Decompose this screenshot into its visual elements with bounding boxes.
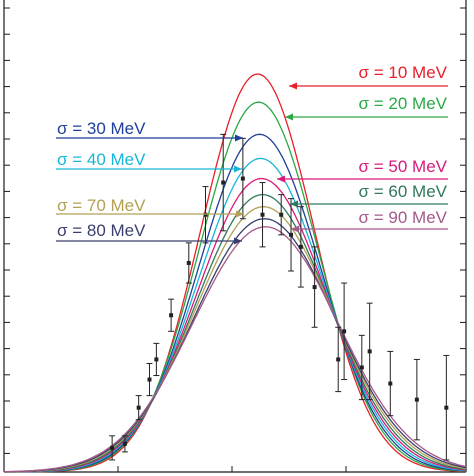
- series-line-8: [4, 218, 467, 473]
- series-label-2: σ = 20 MeV: [359, 94, 448, 113]
- series-label-3: σ = 30 MeV: [57, 119, 146, 138]
- data-point: [414, 397, 419, 402]
- data-point: [260, 212, 265, 217]
- data-point: [336, 357, 341, 362]
- series-line-6: [4, 193, 467, 473]
- annotation-arrow-head: [291, 225, 299, 233]
- data-point: [169, 313, 174, 318]
- data-point: [240, 176, 245, 181]
- data-point: [154, 357, 159, 362]
- series-line-3: [4, 133, 467, 473]
- series-label-7: σ = 70 MeV: [57, 196, 146, 215]
- series-label-5: σ = 50 MeV: [359, 157, 448, 176]
- series-line-7: [4, 206, 467, 473]
- data-point: [312, 285, 317, 290]
- data-points: [109, 133, 450, 461]
- annotation-arrow-head: [289, 82, 297, 90]
- data-point: [147, 377, 152, 382]
- annotation-arrow-head: [234, 237, 242, 245]
- series-label-1: σ = 10 MeV: [359, 63, 448, 82]
- data-point: [298, 244, 303, 249]
- series-line-5: [4, 177, 467, 473]
- series-label-4: σ = 40 MeV: [57, 150, 146, 169]
- data-point: [110, 445, 115, 450]
- data-point: [279, 212, 284, 217]
- series-label-8: σ = 80 MeV: [57, 221, 146, 240]
- data-point: [359, 365, 364, 370]
- data-point: [289, 232, 294, 237]
- series-label-9: σ = 90 MeV: [359, 208, 448, 227]
- frame: [3, 0, 467, 473]
- series-line-1: [4, 73, 467, 473]
- data-point: [136, 405, 141, 410]
- data-point: [186, 260, 191, 265]
- data-point: [221, 180, 226, 185]
- data-point: [388, 381, 393, 386]
- data-point: [444, 405, 449, 410]
- data-point: [342, 329, 347, 334]
- series-line-4: [4, 157, 467, 473]
- annotation-arrow-head: [285, 113, 293, 121]
- annotation-arrow-head: [235, 134, 243, 142]
- series-label-6: σ = 60 MeV: [359, 182, 448, 201]
- annotation-arrow-head: [236, 210, 244, 218]
- annotation-arrow-head: [290, 200, 298, 208]
- data-point: [122, 441, 127, 446]
- annotation-arrow-head: [277, 175, 285, 183]
- series-line-9: [4, 226, 467, 473]
- annotation-arrow-head: [234, 165, 242, 173]
- data-point: [203, 212, 208, 217]
- data-point: [367, 349, 372, 354]
- axis-ticks: [4, 7, 466, 472]
- annotations: σ = 10 MeV σ = 20 MeV σ = 30 MeV σ = 40 MeV…: [56, 63, 448, 245]
